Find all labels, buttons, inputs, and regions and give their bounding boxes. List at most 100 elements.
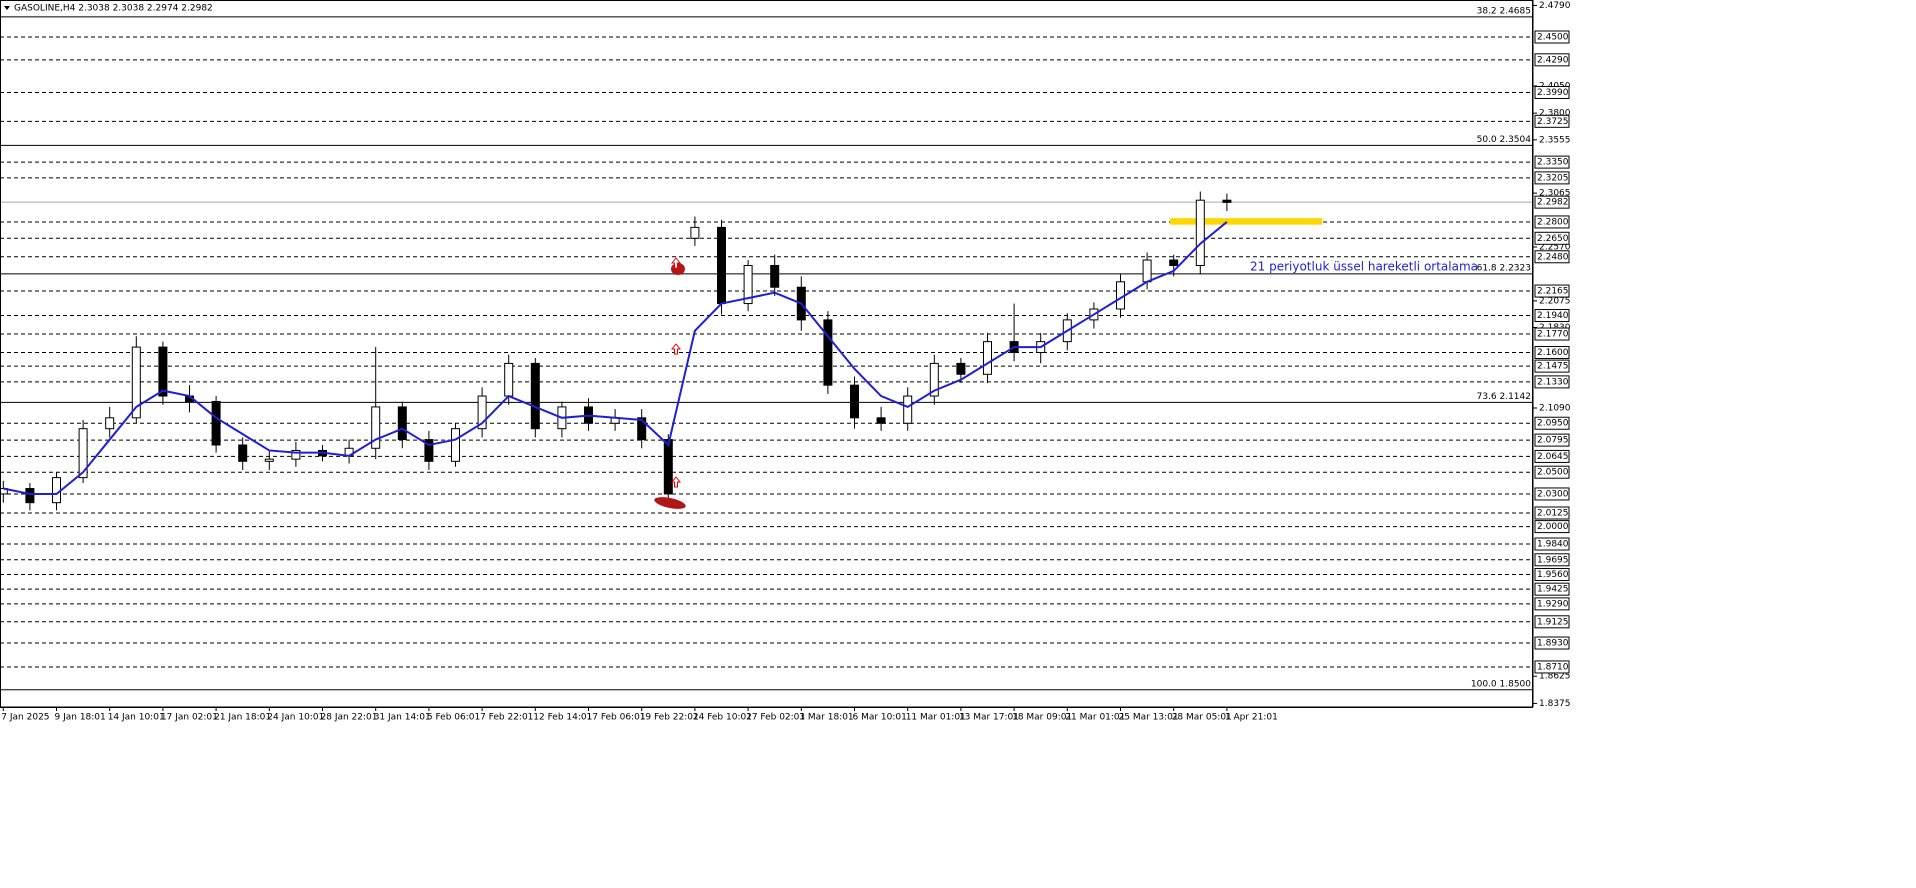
price-box	[1534, 155, 1570, 169]
candle-body	[504, 362, 514, 397]
title-arrow	[4, 6, 10, 10]
candle-body	[105, 417, 115, 430]
x-tick-label: 3 Mar 18:01	[799, 713, 853, 723]
y-tick-label: 2.2075	[1539, 296, 1571, 306]
price-box	[1534, 487, 1570, 501]
price-box-label: 2.0500	[1537, 468, 1569, 478]
x-tick-label: 25 Mar 13:01	[1119, 713, 1179, 723]
x-tick-label: 11 Mar 01:01	[906, 713, 966, 723]
candle-body	[717, 226, 726, 305]
price-box	[1534, 597, 1570, 611]
x-tick-label: 19 Feb 22:01	[640, 713, 699, 723]
markers	[654, 257, 686, 509]
levels: 2.47902.40502.38002.35552.30652.25702.20…	[0, 1, 1571, 709]
price-box-label: 1.9125	[1537, 617, 1569, 627]
x-tick-label: 5 Feb 06:01	[427, 713, 480, 723]
candle-body	[850, 384, 859, 419]
frame	[0, 0, 1533, 708]
price-box-label: 2.4500	[1537, 32, 1569, 42]
candle-body	[876, 417, 886, 424]
price-box	[1534, 309, 1570, 323]
candle-body	[397, 406, 407, 441]
candle-body	[956, 362, 966, 375]
x-tick-label: 21 Mar 01:01	[1065, 713, 1125, 723]
y-tick-label: 2.3555	[1539, 135, 1571, 145]
price-box-label: 2.1770	[1537, 330, 1569, 340]
price-box	[1534, 506, 1570, 520]
price-box-label: 2.1475	[1537, 362, 1569, 372]
x-tick-label: 18 Mar 09:01	[1012, 713, 1072, 723]
candle-body	[238, 444, 248, 462]
price-box-label: 2.4290	[1537, 55, 1569, 65]
price-box-label: 2.3990	[1537, 88, 1569, 98]
candle-body	[530, 362, 540, 430]
candle-body	[131, 346, 141, 419]
candle-body	[903, 395, 913, 424]
y-tick-label: 2.4790	[1539, 1, 1571, 11]
candle-body	[929, 362, 939, 397]
price-box-label: 1.9290	[1537, 599, 1569, 609]
price-box	[1534, 215, 1570, 229]
price-box-label: 1.9425	[1537, 585, 1569, 595]
x-tick-label: 12 Feb 14:01	[533, 713, 592, 723]
price-box	[1534, 582, 1570, 596]
y-tick-label: 1.8375	[1539, 699, 1571, 709]
candle-body	[983, 341, 992, 375]
price-box	[1534, 615, 1570, 629]
plot	[0, 191, 1322, 511]
fib-label: 73.6 2.1142	[1477, 392, 1531, 402]
price-box-label: 2.0950	[1537, 419, 1569, 429]
candle-body	[1222, 199, 1232, 203]
price-box	[1534, 195, 1570, 209]
price-box	[1534, 327, 1570, 341]
price-box	[1534, 53, 1570, 67]
candle-body	[823, 319, 833, 386]
candle-body	[52, 477, 61, 504]
price-box	[1534, 416, 1570, 430]
chart-title: GASOLINE,H4 2.3038 2.3038 2.2974 2.2982	[14, 4, 213, 14]
zone	[1170, 218, 1322, 225]
y-tick-label: 2.3800	[1539, 109, 1571, 119]
x-tick-label: 6 Mar 10:01	[853, 713, 907, 723]
price-box-label: 2.3350	[1537, 158, 1569, 168]
price-box	[1534, 465, 1570, 479]
x-tick-label: 24 Jan 10:01	[267, 713, 324, 723]
price-box	[1534, 567, 1570, 581]
price-box-label: 2.2480	[1537, 252, 1569, 262]
candle-body	[211, 400, 221, 446]
y-tick-label: 2.2570	[1539, 242, 1571, 252]
y-tick-label: 2.1090	[1539, 404, 1571, 414]
price-box-label: 2.0125	[1537, 509, 1569, 519]
price-box-label: 1.9840	[1537, 540, 1569, 550]
candle-body	[770, 264, 780, 288]
price-box-label: 2.2982	[1537, 198, 1569, 208]
x-tick-label: 14 Jan 10:01	[108, 713, 165, 723]
price-box-label: 1.9695	[1537, 555, 1569, 565]
price-box-label: 1.9560	[1537, 570, 1569, 580]
price-box-label: 2.3205	[1537, 173, 1569, 183]
price-box-label: 1.8930	[1537, 639, 1569, 649]
price-box-label: 2.1600	[1537, 348, 1569, 358]
candle-body	[663, 439, 673, 495]
x-tick-label: 9 Jan 18:01	[55, 713, 106, 723]
price-box-label: 2.3725	[1537, 117, 1569, 127]
y-tick-label: 2.3065	[1539, 189, 1571, 199]
price-box	[1534, 375, 1570, 389]
price-box	[1534, 449, 1570, 463]
x-tick-label: 1 Apr 21:01	[1225, 713, 1278, 723]
price-box-label: 2.0000	[1537, 522, 1569, 532]
price-box-label: 1.8710	[1537, 662, 1569, 672]
price-box	[1534, 346, 1570, 360]
x-tick-label: 13 Mar 17:01	[959, 713, 1019, 723]
candle-body	[451, 428, 460, 462]
fib-label: 61.8 2.2323	[1477, 263, 1531, 273]
price-box	[1534, 359, 1570, 373]
candle-body	[743, 264, 753, 305]
candle-body	[690, 226, 700, 239]
x-tick-label: 17 Feb 06:01	[587, 713, 646, 723]
price-box	[1534, 660, 1570, 674]
price-box-label: 2.2800	[1537, 217, 1569, 227]
x-tick-label: 24 Feb 10:01	[693, 713, 752, 723]
